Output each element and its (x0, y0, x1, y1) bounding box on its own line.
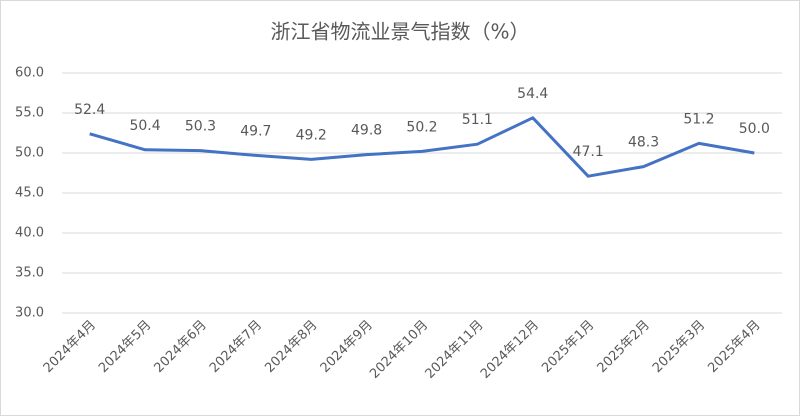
line (89, 116, 755, 178)
chart-title: 浙江省物流业景气指数（%） (270, 20, 529, 44)
data-label: 50.0 (739, 121, 770, 137)
y-tick-label: 30.0 (15, 306, 44, 321)
data-label: 50.2 (406, 119, 437, 135)
data-label: 54.4 (517, 86, 548, 102)
y-tick-label: 35.0 (15, 266, 44, 281)
y-tick-label: 60.0 (15, 66, 44, 81)
data-label: 51.2 (683, 111, 714, 127)
y-tick-label: 40.0 (15, 226, 44, 241)
data-label: 51.1 (462, 112, 493, 128)
y-tick-label: 55.0 (15, 106, 44, 121)
y-tick-label: 50.0 (15, 146, 44, 161)
data-label: 48.3 (628, 135, 659, 151)
data-label: 49.2 (296, 127, 327, 143)
data-label: 50.4 (129, 118, 160, 134)
data-label: 49.8 (351, 123, 382, 139)
data-label: 47.1 (573, 144, 604, 160)
y-tick-label: 45.0 (15, 186, 44, 201)
data-label: 49.7 (240, 123, 271, 139)
data-label: 52.4 (74, 102, 105, 118)
data-label: 50.3 (185, 119, 216, 135)
